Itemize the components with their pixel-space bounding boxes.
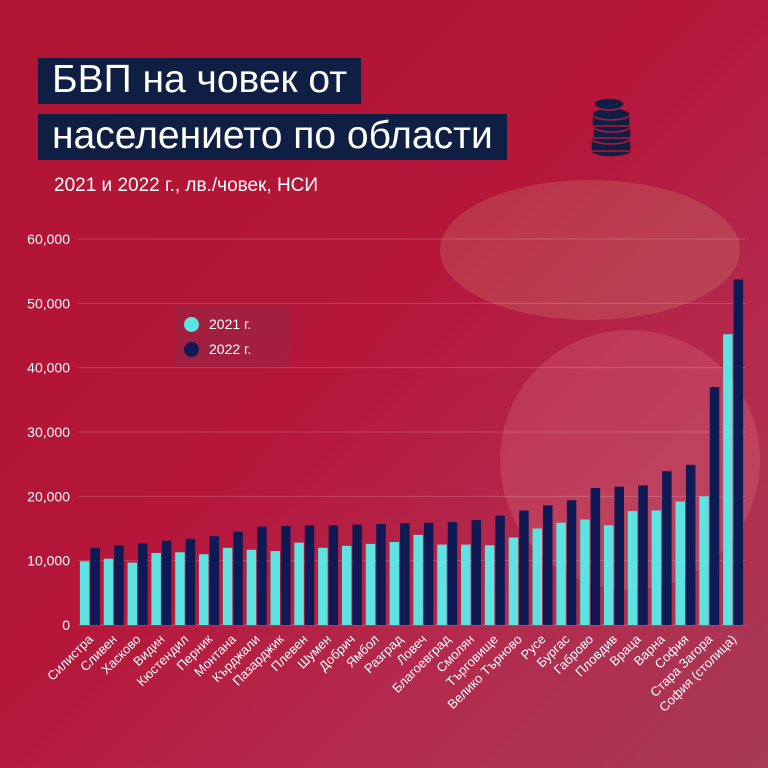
bar-2022: [400, 523, 410, 625]
y-tick-label: 20,000: [27, 488, 70, 504]
y-tick-label: 30,000: [27, 424, 70, 440]
bar-2022: [614, 486, 624, 625]
bar-2022: [590, 487, 601, 625]
bar-2021: [389, 542, 400, 625]
bar-2021: [699, 496, 709, 625]
bar-2022: [638, 485, 648, 625]
bar-2022: [566, 500, 577, 625]
chart-title-line-1: БВП на човек от: [38, 58, 362, 104]
bar-2022: [495, 515, 505, 625]
bar-2021: [651, 510, 662, 625]
bar-2021: [532, 528, 543, 625]
bar-2021: [580, 519, 590, 625]
legend-label-2022: 2022 г.: [209, 341, 252, 357]
background-circle: [440, 180, 740, 320]
bar-2022: [90, 547, 100, 625]
bar-2022: [543, 505, 553, 625]
bar-2022: [519, 510, 529, 625]
bar-2021: [103, 558, 114, 625]
bar-2021: [723, 334, 733, 625]
legend-label-2021: 2021 г.: [209, 316, 252, 332]
y-tick-label: 40,000: [27, 360, 70, 376]
chart-title-line-2: населението по области: [38, 114, 507, 160]
coin-stack-icon: [590, 97, 632, 158]
bar-2021: [222, 547, 233, 625]
legend-item-2021: 2021 г.: [184, 313, 251, 335]
bar-2021: [627, 511, 638, 625]
bar-2022: [709, 386, 720, 625]
bar-2021: [246, 549, 257, 625]
bar-2021: [484, 545, 495, 625]
bar-2022: [423, 522, 434, 625]
bar-2021: [79, 561, 90, 625]
bar-2021: [675, 501, 685, 625]
bar-2021: [341, 545, 352, 625]
bar-2022: [304, 525, 315, 625]
y-tick-label: 60,000: [27, 231, 70, 247]
bar-2022: [471, 520, 482, 625]
chart-subtitle: 2021 и 2022 г., лв./човек, НСИ: [54, 175, 319, 196]
chart-legend: 2021 г. 2022 г.: [176, 305, 290, 367]
bar-2021: [508, 537, 519, 625]
bar-2021: [461, 544, 471, 625]
y-tick-label: 10,000: [27, 553, 70, 569]
bar-2022: [685, 464, 696, 625]
bar-2022: [209, 536, 220, 625]
bar-2022: [352, 524, 362, 625]
bar-2021: [127, 562, 138, 625]
bar-2022: [257, 526, 267, 625]
legend-swatch-2021: [184, 316, 199, 332]
bar-2022: [138, 543, 148, 625]
bar-2022: [233, 531, 243, 625]
legend-swatch-2022: [184, 341, 199, 357]
bar-2022: [328, 525, 339, 625]
bar-2022: [280, 525, 291, 625]
bar-2021: [199, 554, 209, 625]
bar-2021: [151, 552, 161, 625]
y-tick-label: 50,000: [27, 295, 70, 311]
bar-2022: [376, 523, 386, 625]
bar-2021: [603, 525, 614, 625]
bar-2021: [270, 551, 280, 625]
bar-2021: [294, 542, 304, 625]
bar-2021: [556, 522, 566, 625]
bar-2022: [185, 538, 196, 625]
bar-2022: [733, 279, 744, 625]
bar-2021: [437, 544, 447, 625]
bar-2022: [114, 545, 124, 625]
bar-2021: [318, 547, 328, 625]
bar-2021: [413, 534, 423, 625]
bar-2022: [447, 522, 458, 625]
y-tick-label: 0: [62, 617, 70, 633]
bar-2021: [175, 552, 185, 625]
bar-2022: [161, 540, 172, 625]
legend-item-2022: 2022 г.: [184, 338, 251, 360]
bar-2021: [365, 543, 376, 625]
bar-2022: [662, 471, 672, 625]
